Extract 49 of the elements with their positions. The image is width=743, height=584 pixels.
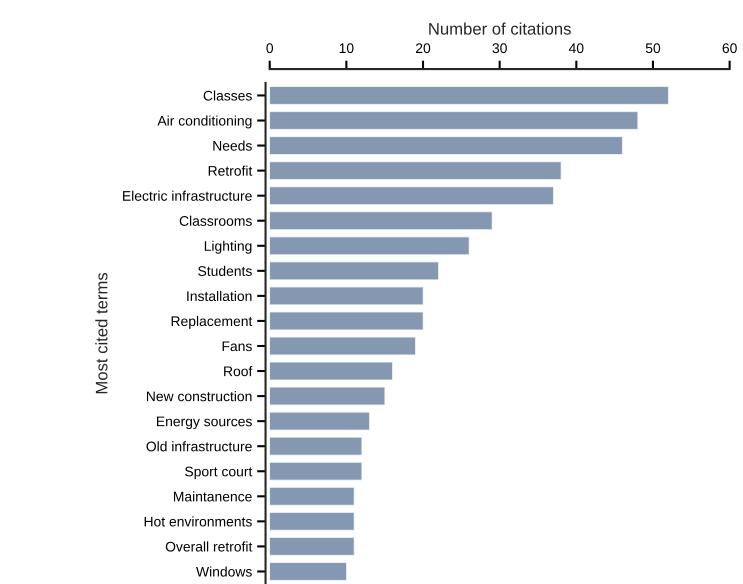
y-tick-label: Fans [222,341,252,352]
y-tick-label: Electric infrastructure [123,190,252,201]
bar [270,537,354,556]
bar [270,186,554,205]
bar [270,111,638,130]
y-tick-label: Overall retrofit [166,541,252,552]
bar [270,562,347,581]
y-tick-label: Hot environments [144,516,252,527]
x-tick-label: 20 [416,43,430,54]
bar [270,212,492,230]
y-tick-label: Roof [224,366,252,376]
y-axis-title: Most cited terms [95,272,108,394]
bar [270,136,623,155]
y-tick-label: Windows [196,566,252,577]
bar [270,437,362,456]
bar [270,161,562,180]
bar [270,462,362,480]
bar [270,336,416,356]
y-tick-label: Retrofit [208,166,252,176]
y-tick-label: Maintanence [174,491,252,502]
x-tick-label: 30 [492,43,507,54]
y-tick-label: Students [198,266,252,276]
bar [270,362,393,380]
x-tick-label: 50 [646,43,660,54]
y-tick-label: Classrooms [180,216,252,226]
bar [270,86,669,105]
x-tick-label: 40 [568,43,584,54]
x-tick-label: 0 [266,43,274,54]
bar [270,286,424,305]
y-tick-label: Lighting [204,240,252,254]
y-tick-label: Sport court [185,466,252,480]
x-axis-title: Number of citations [429,22,571,35]
y-tick-label: Classes [204,90,252,101]
x-tick-label: 10 [340,43,354,54]
bar [270,236,470,255]
bar [270,512,354,530]
bar [270,412,370,430]
y-tick-label: Air conditioning [157,115,252,128]
y-tick-label: Energy sources [156,416,252,430]
y-tick-label: Replacement [172,316,252,329]
bar [270,487,354,506]
y-tick-label: New construction [146,391,252,402]
y-tick-label: Installation [187,290,252,302]
y-tick-label: Needs [213,140,252,151]
bar [270,312,424,330]
bar [270,386,386,406]
bar [270,262,439,280]
x-tick-label: 60 [722,43,737,54]
y-tick-label: Old infrastructure [146,441,252,452]
